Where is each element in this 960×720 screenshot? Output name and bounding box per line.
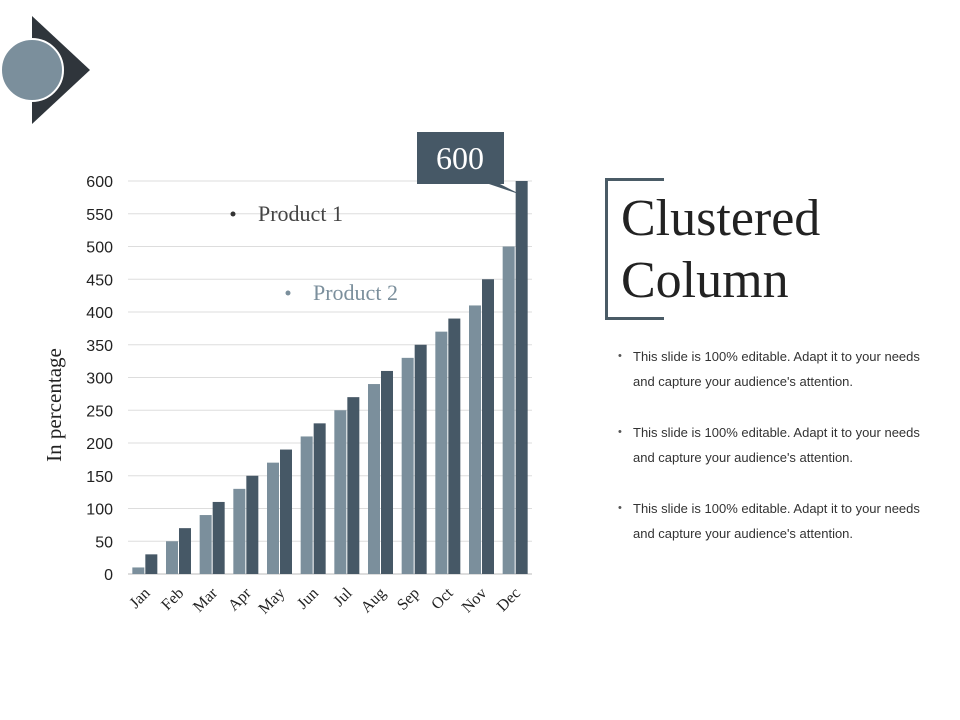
y-tick-label: 500 [86, 240, 113, 257]
bar-product-2 [145, 554, 158, 574]
bar-product-1 [267, 462, 279, 574]
bar-product-1 [401, 357, 414, 574]
title-line-1: Clustered [621, 190, 821, 247]
x-tick-label: Mar [190, 584, 221, 615]
bars [132, 181, 528, 574]
bar-product-2 [280, 449, 292, 574]
legend-entry: Product 2 [313, 280, 398, 305]
bar-product-2 [246, 475, 259, 574]
x-tick-label: Nov [459, 585, 491, 617]
bar-product-1 [132, 567, 145, 574]
bar-product-2 [482, 279, 494, 574]
bar-product-2 [313, 423, 326, 574]
title-frame: Clustered Column [605, 178, 905, 320]
callout-pointer [486, 183, 522, 195]
y-tick-label: 50 [95, 534, 113, 551]
bar-product-1 [469, 305, 481, 574]
x-tick-label: Apr [225, 584, 255, 614]
logo-circle-arrow [0, 16, 90, 124]
bullet-list: This slide is 100% editable. Adapt it to… [618, 344, 938, 572]
legend: Product 1 Product 2 [230, 201, 398, 305]
bar-product-1 [199, 515, 212, 574]
y-tick-label: 400 [86, 305, 113, 322]
bar-product-2 [179, 528, 191, 574]
bar-product-2 [515, 181, 528, 574]
bullet-item: This slide is 100% editable. Adapt it to… [618, 344, 933, 394]
y-axis-ticks: 0 50 100 150 200 250 300 350 400 450 500 550 600 [86, 174, 113, 584]
bar-product-1 [502, 246, 515, 574]
legend-entry: Product 1 [258, 201, 343, 226]
clustered-column-chart: 0 50 100 150 200 250 300 350 400 450 500 550 600 Jan… [42, 132, 532, 618]
y-tick-label: 250 [86, 403, 113, 420]
callout-box [417, 132, 504, 184]
grid-lines [128, 180, 532, 575]
x-axis-ticks: Jan Feb Mar Apr May Jun Jul Aug Sep Oct Nov Dec [127, 584, 524, 617]
y-tick-label: 350 [86, 338, 113, 355]
callout-value: 600 [436, 140, 484, 176]
y-tick-label: 450 [86, 272, 113, 289]
title-bracket [605, 178, 664, 320]
y-tick-label: 150 [86, 469, 113, 486]
bar-product-2 [347, 397, 360, 574]
y-tick-label: 100 [86, 502, 113, 519]
legend-marker [230, 211, 236, 217]
x-tick-label: Jul [330, 584, 356, 610]
x-tick-label: Jan [127, 585, 154, 612]
x-tick-label: Dec [494, 585, 524, 615]
x-tick-label: Aug [358, 585, 390, 617]
bar-product-2 [448, 318, 461, 574]
bar-product-1 [334, 410, 347, 574]
y-axis-label: In percentage [42, 348, 66, 462]
value-callout: 600 [417, 132, 522, 195]
x-tick-label: Sep [394, 585, 423, 614]
y-tick-label: 0 [104, 567, 113, 584]
y-tick-label: 300 [86, 371, 113, 388]
title-line-2: Column [621, 252, 789, 309]
bar-product-1 [166, 541, 178, 574]
bar-product-2 [381, 370, 393, 574]
legend-marker [285, 290, 291, 296]
x-tick-label: May [256, 585, 289, 618]
bullet-item: This slide is 100% editable. Adapt it to… [618, 496, 933, 546]
bar-product-2 [414, 344, 427, 574]
y-tick-label: 550 [86, 207, 113, 224]
logo-circle [0, 38, 64, 102]
x-tick-label: Jun [294, 585, 322, 613]
y-tick-label: 200 [86, 436, 113, 453]
x-tick-label: Feb [158, 585, 187, 614]
y-tick-label: 600 [86, 174, 113, 191]
bullet-item: This slide is 100% editable. Adapt it to… [618, 420, 933, 470]
bar-product-2 [212, 501, 225, 574]
bar-product-1 [233, 488, 246, 574]
x-tick-label: Oct [428, 584, 457, 613]
bar-product-1 [300, 436, 313, 574]
slide-title: Clustered Column [621, 188, 820, 312]
bar-product-1 [368, 384, 380, 574]
bar-product-1 [435, 331, 448, 574]
